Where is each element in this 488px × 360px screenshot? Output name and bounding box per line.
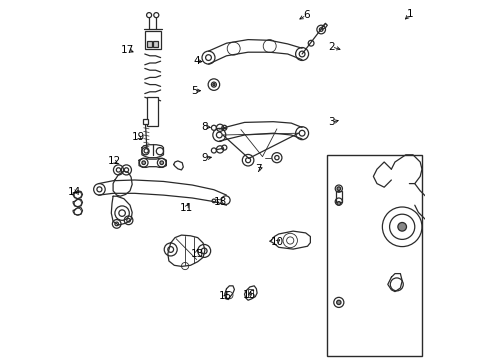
Bar: [144, 31, 160, 49]
Text: 12: 12: [107, 156, 121, 166]
Circle shape: [142, 161, 145, 165]
Circle shape: [146, 13, 151, 18]
Circle shape: [144, 149, 148, 153]
Text: 1: 1: [406, 9, 412, 19]
Circle shape: [153, 13, 159, 18]
Text: 8: 8: [201, 122, 208, 132]
Bar: [153, 41, 158, 47]
Text: 2: 2: [327, 42, 334, 52]
Bar: [143, 119, 148, 124]
Bar: [247, 289, 253, 297]
Circle shape: [212, 84, 215, 86]
Text: 3: 3: [327, 117, 334, 127]
Circle shape: [211, 125, 216, 130]
Text: 11: 11: [179, 203, 192, 213]
Text: 14: 14: [68, 186, 81, 197]
Circle shape: [336, 300, 340, 305]
Text: 5: 5: [190, 86, 197, 96]
Circle shape: [397, 222, 406, 231]
Bar: [335, 191, 342, 202]
Bar: [326, 155, 421, 356]
Text: 4: 4: [193, 56, 200, 66]
Text: 19: 19: [131, 132, 144, 142]
Text: 7: 7: [255, 164, 262, 174]
Circle shape: [211, 148, 216, 153]
Text: 18: 18: [213, 197, 226, 207]
Circle shape: [336, 187, 340, 190]
Text: 9: 9: [201, 153, 208, 163]
Circle shape: [160, 161, 163, 165]
Bar: [146, 41, 152, 47]
Text: 16: 16: [243, 290, 256, 300]
Circle shape: [336, 202, 340, 205]
Text: 13: 13: [190, 249, 203, 259]
Text: 6: 6: [303, 10, 309, 20]
Text: 10: 10: [270, 237, 283, 247]
Text: 15: 15: [219, 291, 232, 301]
Bar: [146, 97, 158, 126]
Text: 17: 17: [121, 45, 134, 55]
